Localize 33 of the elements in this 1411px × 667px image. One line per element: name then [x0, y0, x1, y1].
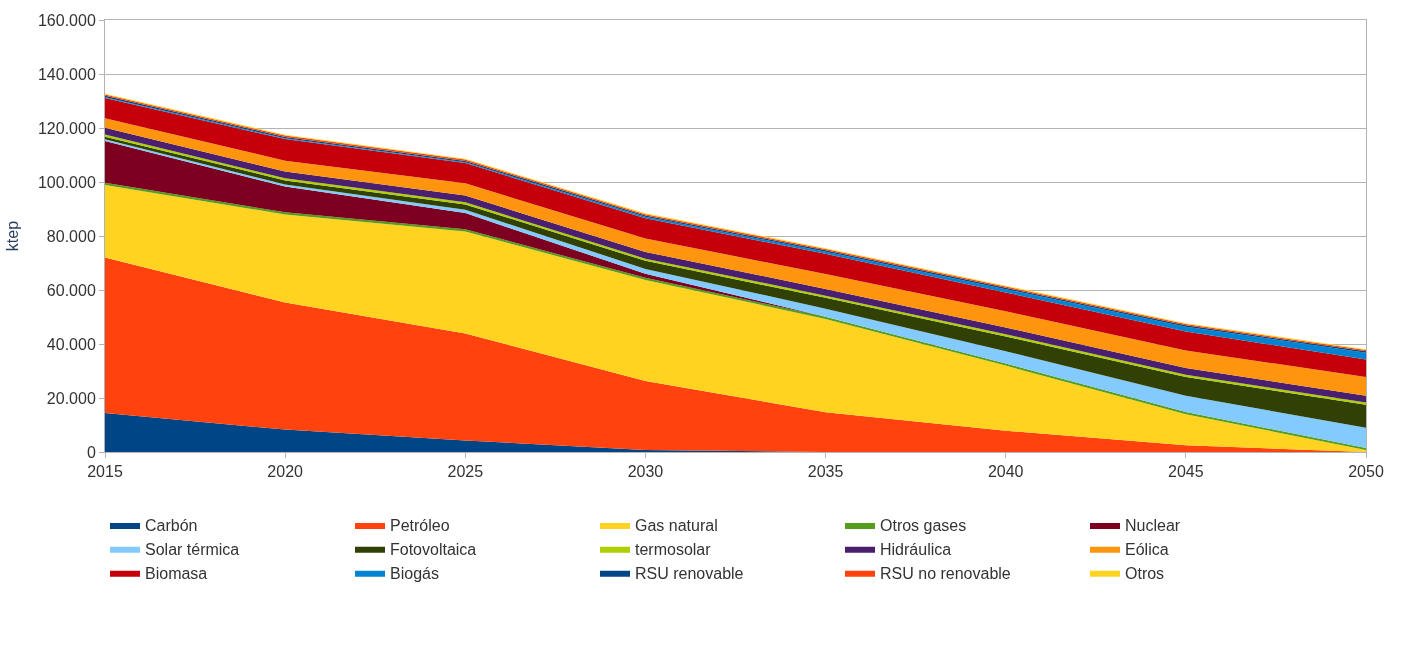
y-tick-label: 100.000 [37, 173, 96, 191]
legend-label: Otros gases [880, 517, 967, 535]
y-tick-label: 0 [86, 443, 96, 461]
legend-label: Fotovoltaica [390, 541, 477, 559]
y-tick-label: 20.000 [46, 389, 96, 407]
x-tick-label: 2050 [1348, 463, 1384, 481]
y-tick-label: 160.000 [37, 11, 96, 29]
x-tick-label: 2015 [87, 463, 123, 481]
x-tick-label: 2040 [987, 463, 1024, 481]
x-tick-label: 2025 [447, 463, 484, 481]
legend-label: Petróleo [390, 517, 450, 535]
x-tick-label: 2030 [627, 463, 664, 481]
legend-label: Solar térmica [145, 541, 240, 559]
y-tick-label: 80.000 [46, 227, 96, 245]
x-tick-label: 2045 [1168, 463, 1204, 481]
x-tick-label: 2035 [807, 463, 844, 481]
legend-label: RSU no renovable [880, 564, 1011, 582]
legend-label: Carbón [145, 517, 198, 535]
y-tick-label: 40.000 [46, 335, 96, 353]
legend-label: Biogás [390, 564, 439, 582]
legend-label: RSU renovable [635, 564, 744, 582]
y-tick-label: 60.000 [46, 281, 96, 299]
legend-label: Otros [1125, 564, 1165, 582]
legend-label: Gas natural [635, 517, 718, 535]
y-axis-title: ktep [3, 220, 21, 252]
x-tick-label: 2020 [267, 463, 304, 481]
y-tick-label: 140.000 [37, 65, 96, 83]
legend-label: Hidráulica [880, 541, 952, 559]
legend-label: Biomasa [145, 564, 208, 582]
legend-label: termosolar [635, 541, 712, 559]
legend-label: Nuclear [1125, 517, 1181, 535]
legend-label: Eólica [1125, 541, 1169, 559]
y-tick-label: 120.000 [37, 119, 96, 137]
